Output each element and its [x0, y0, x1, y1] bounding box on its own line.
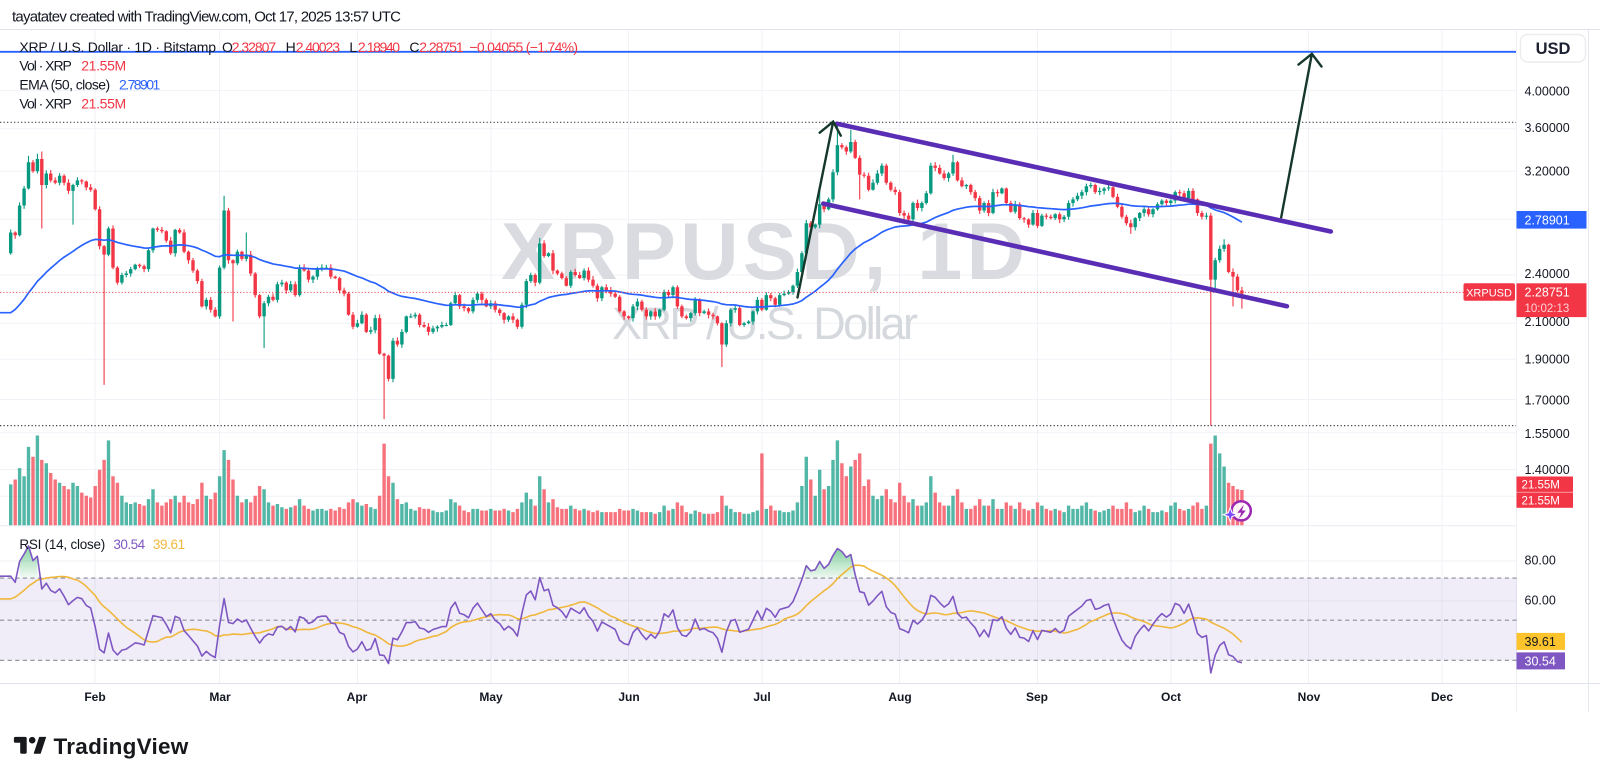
svg-text:Aug: Aug [888, 690, 911, 704]
svg-text:2.78901: 2.78901 [119, 77, 161, 93]
svg-text:May: May [479, 690, 503, 704]
svg-text:XRPUSD: XRPUSD [1466, 287, 1512, 299]
svg-text:3.60000: 3.60000 [1525, 121, 1570, 135]
svg-text:60.00: 60.00 [1525, 593, 1556, 607]
svg-text:Dec: Dec [1431, 690, 1453, 704]
svg-text:Jun: Jun [618, 690, 639, 704]
svg-text:39.61: 39.61 [153, 537, 185, 552]
svg-text:USD: USD [1536, 40, 1571, 58]
svg-text:2.28751: 2.28751 [1525, 286, 1570, 300]
svg-text:Feb: Feb [84, 690, 105, 704]
svg-text:Mar: Mar [209, 690, 231, 704]
svg-text:Vol · XRP: Vol · XRP [19, 58, 72, 74]
svg-text:21.55M: 21.55M [81, 58, 126, 74]
svg-text:21.55M: 21.55M [81, 96, 126, 112]
svg-text:XRP / U.S. Dollar · 1D · Bitst: XRP / U.S. Dollar · 1D · Bitstamp [19, 39, 216, 55]
svg-text:O: O [222, 39, 233, 55]
svg-text:1.55000: 1.55000 [1525, 427, 1570, 441]
svg-text:2.18940: 2.18940 [358, 39, 400, 55]
svg-text:XRPUSD, 1D: XRPUSD, 1D [501, 207, 1025, 297]
svg-text:Apr: Apr [347, 690, 368, 704]
svg-text:21.55M: 21.55M [1522, 495, 1560, 507]
svg-text:2.40000: 2.40000 [1525, 267, 1570, 281]
svg-text:21.55M: 21.55M [1522, 480, 1560, 492]
svg-text:2.28751: 2.28751 [419, 39, 464, 55]
svg-text:39.61: 39.61 [1525, 635, 1556, 649]
svg-text:Jul: Jul [753, 690, 770, 704]
svg-text:Vol · XRP: Vol · XRP [19, 96, 72, 112]
svg-text:4.00000: 4.00000 [1525, 84, 1570, 98]
svg-text:10:02:13: 10:02:13 [1525, 303, 1570, 315]
svg-text:2.78901: 2.78901 [1525, 214, 1570, 228]
svg-text:2.10000: 2.10000 [1525, 315, 1570, 329]
svg-text:Oct: Oct [1161, 690, 1181, 704]
svg-text:C: C [409, 39, 419, 55]
svg-text:−0.04055 (−1.74%): −0.04055 (−1.74%) [469, 39, 578, 55]
svg-text:1.90000: 1.90000 [1525, 352, 1570, 366]
svg-text:1.70000: 1.70000 [1525, 393, 1570, 407]
svg-text:3.20000: 3.20000 [1525, 164, 1570, 178]
svg-text:EMA (50, close): EMA (50, close) [19, 77, 110, 93]
svg-text:30.54: 30.54 [113, 537, 145, 552]
svg-text:Sep: Sep [1026, 690, 1048, 704]
svg-text:RSI (14, close): RSI (14, close) [19, 537, 105, 552]
svg-text:30.54: 30.54 [1525, 655, 1556, 669]
svg-text:TradingView: TradingView [54, 734, 189, 759]
svg-text:1.40000: 1.40000 [1525, 463, 1570, 477]
svg-text:2.40023: 2.40023 [296, 39, 340, 55]
svg-text:2.32807: 2.32807 [232, 39, 277, 55]
svg-text:tayatatev created with Trading: tayatatev created with TradingView.com, … [12, 9, 401, 26]
svg-text:Nov: Nov [1298, 690, 1321, 704]
svg-text:L: L [349, 39, 357, 55]
svg-text:H: H [286, 39, 296, 55]
svg-text:80.00: 80.00 [1525, 553, 1556, 567]
